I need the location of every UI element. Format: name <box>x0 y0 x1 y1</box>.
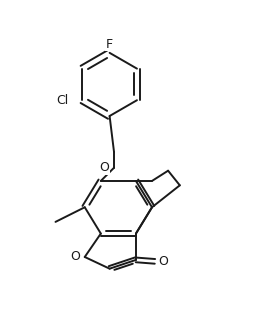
Text: Cl: Cl <box>56 94 68 107</box>
Text: O: O <box>100 161 110 174</box>
Text: F: F <box>106 38 113 51</box>
Text: O: O <box>70 251 80 264</box>
Text: O: O <box>158 255 168 268</box>
